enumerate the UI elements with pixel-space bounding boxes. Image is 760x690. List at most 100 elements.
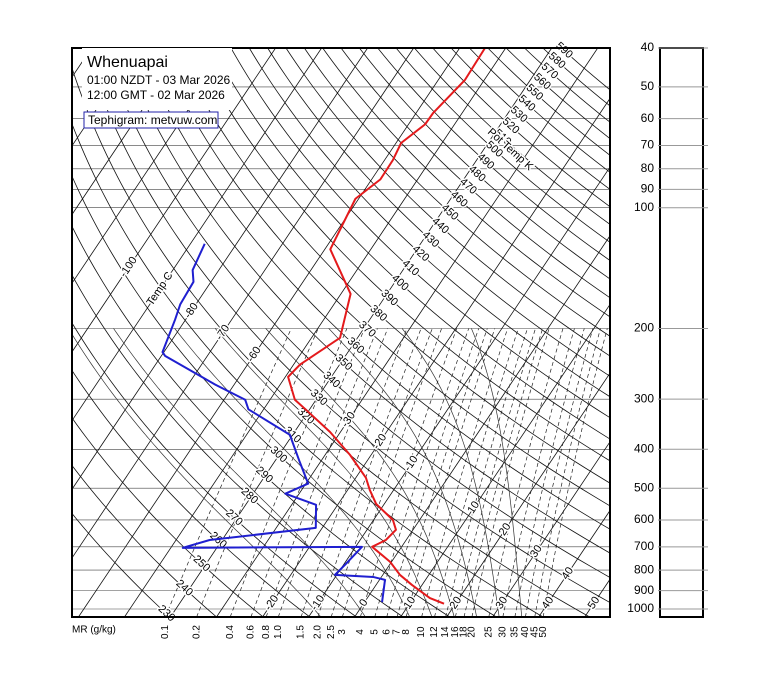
isentrope <box>72 66 590 617</box>
pressure-tick-label: 800 <box>634 562 654 576</box>
isentrope <box>248 48 610 398</box>
mr-tick-label: 0.4 <box>225 625 236 639</box>
mr-tick-label: 35 <box>510 626 521 638</box>
mixing-ratio-line <box>421 328 508 617</box>
mixing-ratio-line <box>502 328 575 617</box>
mixing-ratio-line <box>534 328 601 617</box>
isentrope <box>267 48 610 377</box>
mr-tick-label: 8 <box>401 629 412 635</box>
mr-tick-label: 14 <box>440 626 451 638</box>
mixing-ratio-line <box>164 328 292 617</box>
mixing-ratio-line <box>463 328 543 617</box>
isotherm <box>72 48 138 147</box>
mr-axis-label: MR (g/kg) <box>72 625 116 636</box>
mixing-ratio-line <box>330 328 433 617</box>
isentrope <box>414 48 610 225</box>
mixing-ratio-line <box>374 328 470 617</box>
mr-tick-label: 2.0 <box>312 625 323 639</box>
pressure-tick-label: 70 <box>641 138 655 152</box>
isentrope <box>72 274 404 617</box>
saturated-adiabat <box>113 328 366 617</box>
pressure-tick-label: 40 <box>641 40 655 54</box>
isotherm <box>216 48 599 617</box>
isentrope <box>72 225 450 617</box>
isentrope <box>175 48 610 484</box>
isentrope <box>120 48 610 554</box>
isotherm <box>538 509 610 617</box>
mr-tick-label: 0.6 <box>246 625 257 639</box>
isentrope <box>395 48 610 243</box>
credit-box <box>83 111 219 129</box>
isentrope <box>450 48 610 190</box>
isotherm <box>72 48 322 422</box>
pressure-tick-label: 600 <box>634 512 654 526</box>
saturated-adiabat <box>174 328 411 617</box>
mr-tick-label: 2.5 <box>326 625 337 639</box>
mr-tick-label: 12 <box>429 626 440 638</box>
mr-tick-label: 0.8 <box>261 625 272 639</box>
isentrope <box>72 322 357 617</box>
isentrope <box>72 122 544 617</box>
mixing-ratio-line <box>360 328 458 617</box>
pressure-tick-label: 60 <box>641 111 655 125</box>
pressure-tick-label: 100 <box>634 200 654 214</box>
sounding-line <box>161 243 386 603</box>
mixing-ratio-line <box>471 328 550 617</box>
mr-tick-label: 1.0 <box>273 625 284 639</box>
mr-tick-label: 40 <box>520 626 531 638</box>
chart-title: Whenuapai <box>87 54 168 71</box>
mr-tick-label: 0.2 <box>191 625 202 639</box>
mixing-ratio-line <box>341 328 442 617</box>
mixing-ratio-line <box>229 328 348 617</box>
saturated-adiabat <box>401 328 500 617</box>
pressure-tick-label: 1000 <box>627 601 654 615</box>
profile-layer <box>161 48 486 605</box>
mr-tick-label: 18 <box>459 626 470 638</box>
pressure-tick-label: 50 <box>641 79 655 93</box>
mixing-ratio-line <box>196 328 319 617</box>
mixing-ratio-line <box>454 328 536 617</box>
mixing-ratio-line <box>434 328 519 617</box>
isotherm <box>400 303 610 617</box>
mr-tick-label: 6 <box>381 629 392 635</box>
isotherm <box>72 48 230 284</box>
isentrope <box>285 48 610 357</box>
header-background <box>82 48 232 110</box>
isotherm <box>72 48 368 490</box>
isotherm <box>492 441 610 617</box>
isentrope <box>157 48 610 507</box>
isentrope <box>212 48 610 440</box>
isentrope <box>72 464 217 617</box>
mixing-ratio-line <box>317 328 422 617</box>
credit: Tephigram: metvuw.com <box>88 113 217 127</box>
mixing-ratio-line <box>265 328 378 617</box>
isentrope <box>72 417 264 617</box>
mixing-ratio-line <box>396 328 488 617</box>
isotherm <box>170 48 553 617</box>
isotherm <box>72 48 276 353</box>
mixing-ratio-line <box>386 328 480 617</box>
subtitle: 12:00 GMT - 02 Mar 2026 <box>87 88 225 102</box>
saturated-adiabat <box>214 328 433 617</box>
mixing-ratio-line <box>542 328 608 617</box>
plot-frame <box>71 47 611 618</box>
subtitle: 01:00 NZDT - 03 Mar 2026 <box>87 73 231 87</box>
mr-tick-label: 20 <box>467 626 478 638</box>
pressure-tick-label: 80 <box>641 161 655 175</box>
isentrope <box>304 48 610 337</box>
isentrope <box>72 369 311 617</box>
isentrope <box>487 48 610 156</box>
mr-tick-label: 16 <box>450 626 461 638</box>
isentrope <box>230 48 610 419</box>
mixing-ratio-line <box>488 328 564 617</box>
mr-tick-label: 45 <box>529 626 540 638</box>
saturated-adiabat <box>471 328 523 617</box>
mixing-ratio-line <box>525 328 594 617</box>
pressure-tick-label: 400 <box>634 441 654 455</box>
mr-tick-label: 4 <box>355 629 366 635</box>
isentrope <box>377 48 610 261</box>
mixing-ratio-line <box>405 328 496 617</box>
isotherm <box>308 166 610 617</box>
mixing-ratio-line <box>300 328 408 617</box>
mr-tick-label: 3 <box>337 629 348 635</box>
